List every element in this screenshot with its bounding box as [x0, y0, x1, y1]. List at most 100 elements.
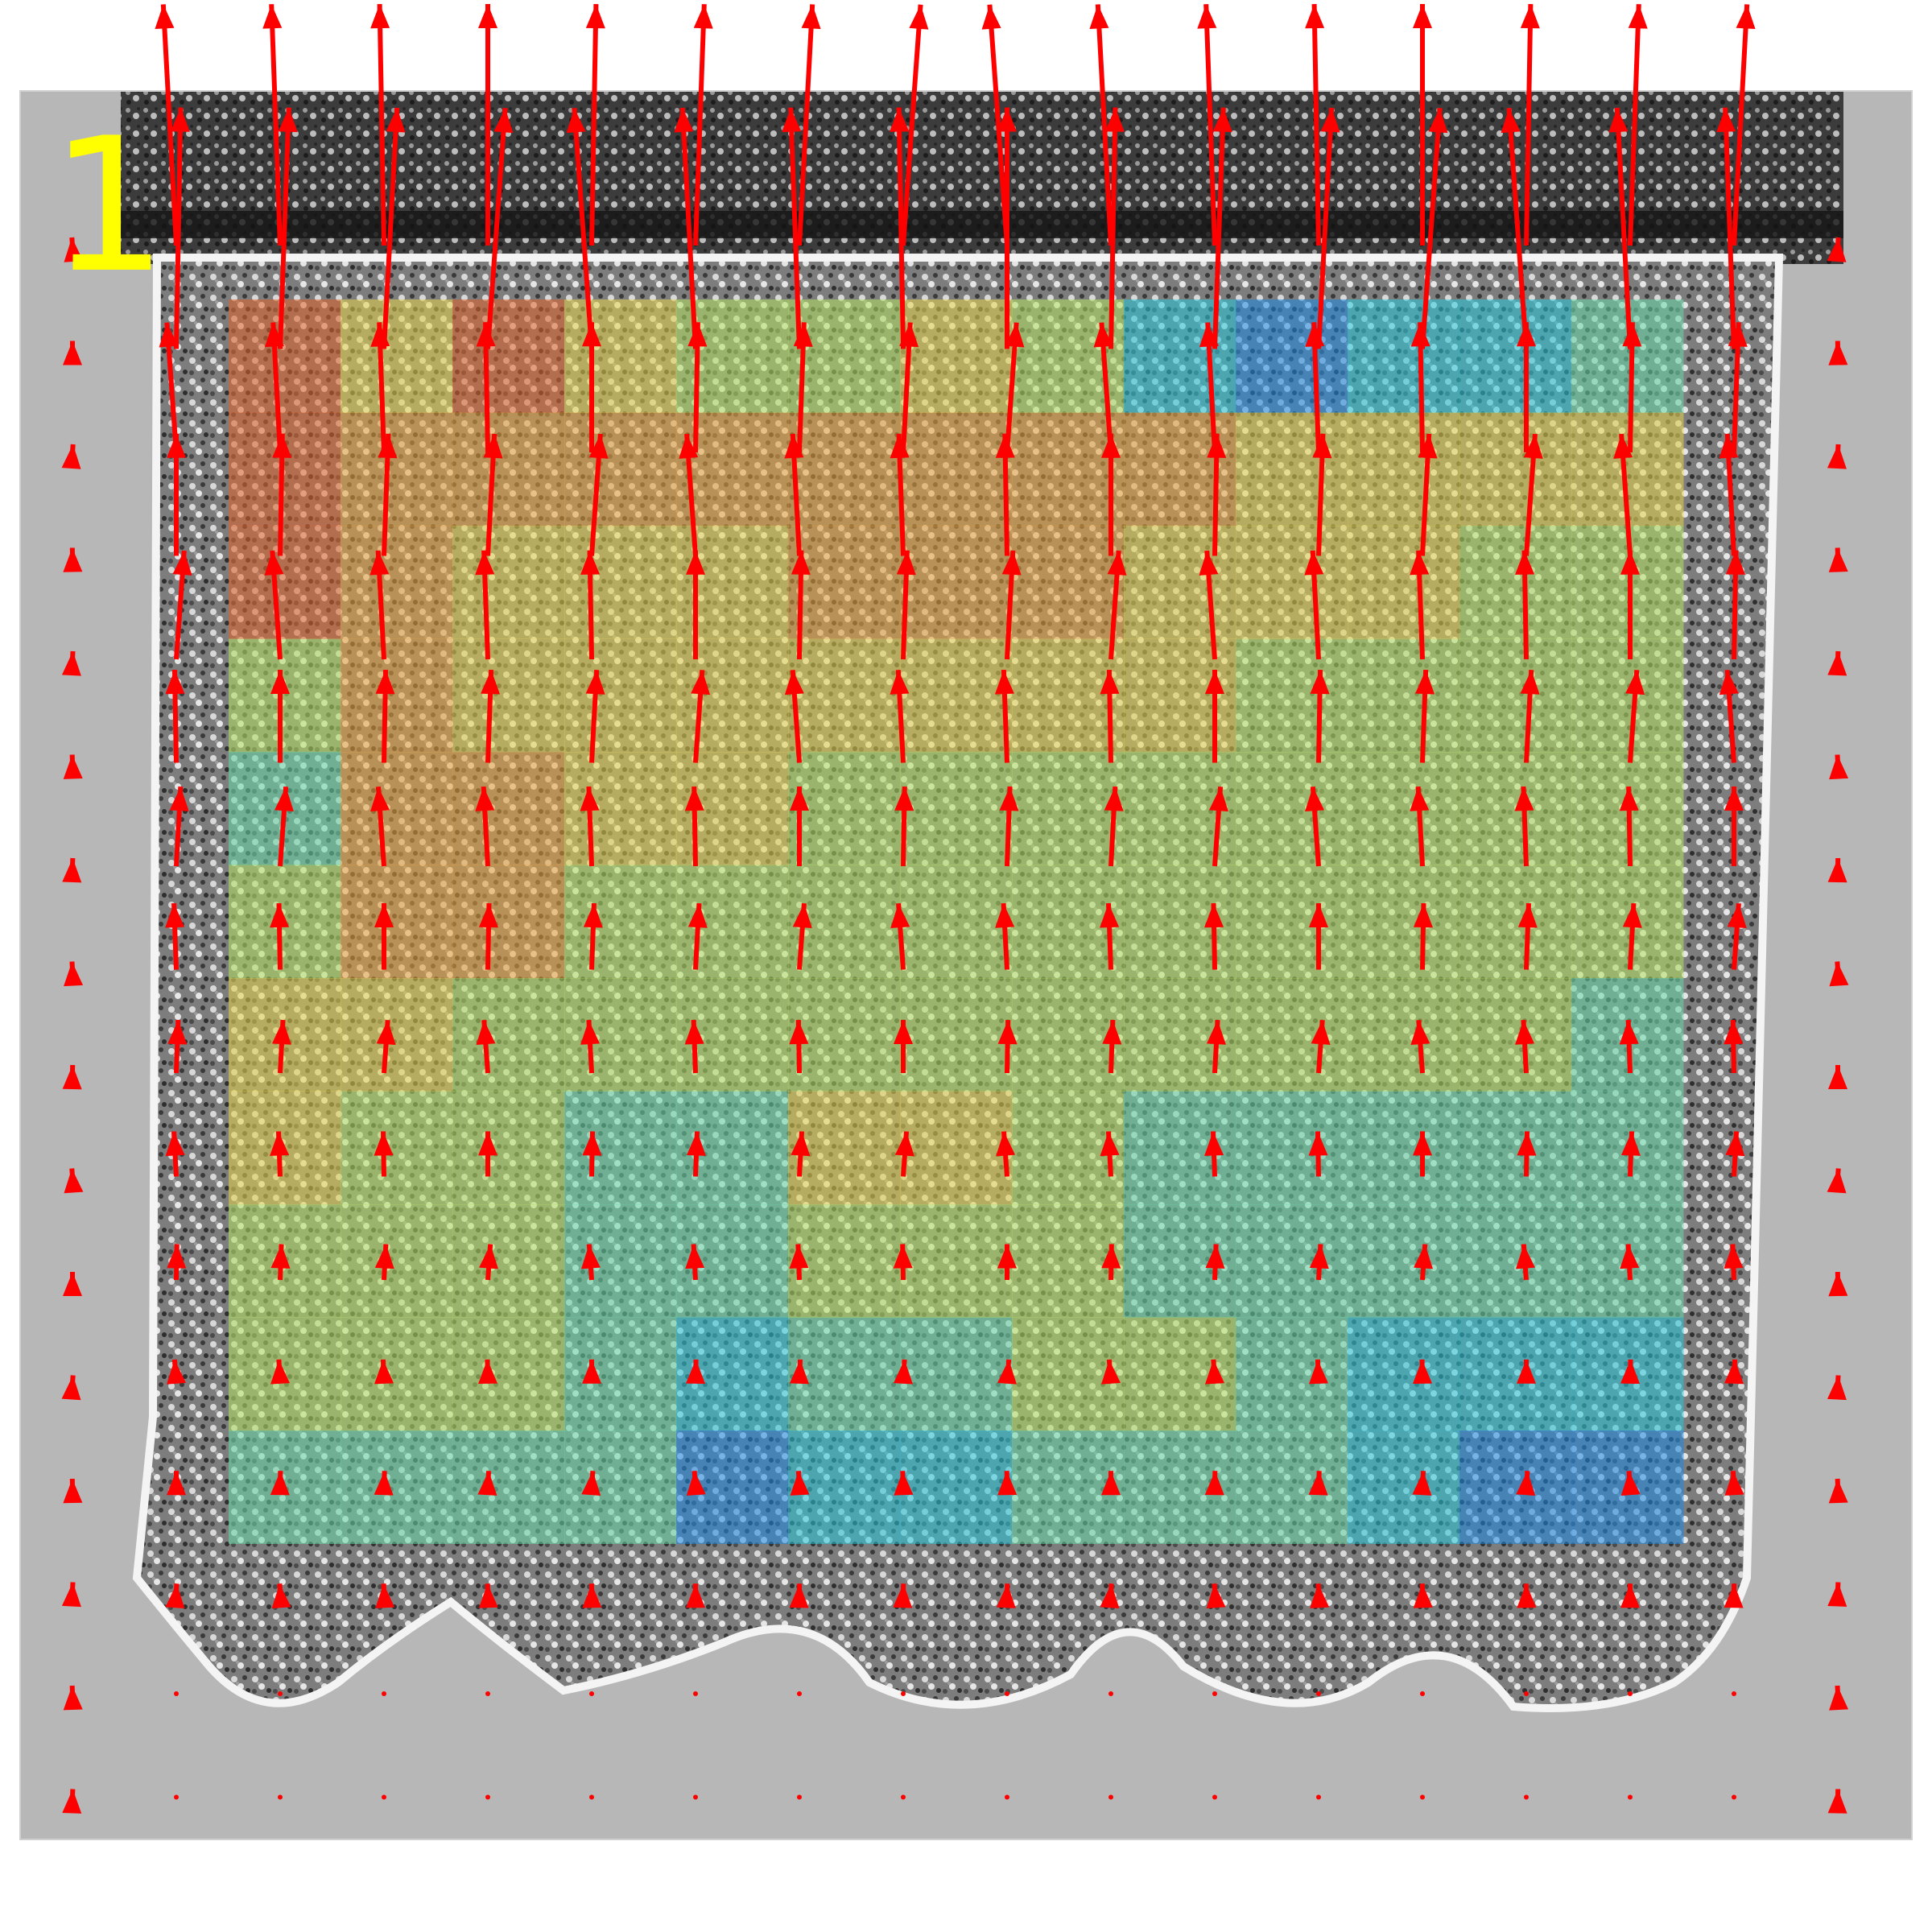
vector-arrow — [1725, 1131, 1745, 1177]
heatmap-cell — [341, 978, 453, 1092]
vector-arrow — [274, 786, 294, 867]
vector-arrow — [691, 670, 711, 763]
vector-arrow — [1305, 786, 1325, 867]
heatmap-cell — [341, 526, 453, 639]
vector-arrow — [1309, 1244, 1329, 1281]
heatmap-cell — [900, 638, 1013, 753]
heatmap-cell — [1348, 1317, 1460, 1431]
vector-arrow — [994, 669, 1014, 763]
vector-arrow — [1628, 1691, 1633, 1696]
heatmap-cell — [341, 299, 453, 413]
vector-arrow — [1517, 1131, 1537, 1177]
vector-arrow — [784, 670, 804, 763]
vector-arrow — [165, 669, 185, 763]
heatmap-cell — [452, 638, 565, 753]
heatmap-cell — [229, 299, 341, 413]
vector-arrow — [1197, 4, 1217, 246]
vector-arrow — [1524, 1794, 1529, 1800]
vector-arrow — [478, 1583, 498, 1608]
vector-arrow — [797, 1794, 802, 1800]
vector-arrow — [382, 107, 406, 349]
heatmap-cell — [1012, 526, 1125, 639]
vector-arrow — [378, 433, 398, 556]
vector-arrow — [375, 1583, 395, 1608]
vector-arrow — [1620, 550, 1640, 659]
vector-arrow — [686, 1131, 706, 1177]
vector-arrow — [686, 1471, 706, 1496]
heatmap-cell — [1236, 1091, 1348, 1205]
heatmap-cell — [1459, 865, 1572, 979]
vector-arrow — [63, 1272, 82, 1296]
heatmap-cell — [1348, 1430, 1460, 1544]
vector-arrow — [1517, 322, 1536, 452]
vector-arrow — [369, 550, 390, 660]
vector-arrow — [901, 4, 929, 246]
vector-arrow — [1204, 902, 1224, 970]
vector-arrow — [894, 1471, 914, 1496]
vector-arrow — [1305, 322, 1325, 453]
vector-arrow — [1207, 433, 1227, 556]
heatmap-cell — [1348, 299, 1460, 413]
vector-arrow — [999, 786, 1019, 867]
vector-arrow — [167, 1359, 186, 1385]
vector-arrow — [1517, 902, 1538, 970]
heatmap-cell — [900, 299, 1013, 413]
heatmap-cell — [1236, 1430, 1348, 1544]
heatmap-cell — [1236, 638, 1348, 753]
vector-arrow — [1828, 1271, 1848, 1297]
vector-arrow — [475, 550, 495, 660]
vector-arrow — [270, 902, 290, 970]
vector-arrow — [1101, 1359, 1121, 1385]
vector-arrow — [1608, 107, 1633, 349]
vector-arrow — [583, 902, 603, 970]
vector-arrow — [790, 786, 809, 866]
heatmap-cell — [1236, 865, 1348, 979]
vector-arrow — [1517, 1359, 1536, 1384]
vector-arrow — [1304, 550, 1324, 660]
heatmap-cell — [900, 1091, 1013, 1205]
vector-arrow — [1410, 322, 1430, 453]
vector-arrow — [693, 4, 713, 246]
heatmap-cell — [1348, 638, 1460, 753]
vector-arrow — [64, 237, 84, 262]
heatmap-cell — [564, 1430, 677, 1544]
vector-arrow — [1311, 1019, 1331, 1074]
vector-arrow — [63, 1685, 83, 1711]
vector-arrow — [476, 322, 496, 453]
vector-arrow — [165, 1583, 185, 1609]
vector-arrow — [62, 1064, 82, 1090]
heatmap-cell — [1236, 752, 1348, 865]
vector-arrow — [1410, 786, 1430, 867]
vector-arrow — [374, 1131, 394, 1177]
vector-arrow — [1732, 4, 1756, 246]
vector-arrow — [1418, 433, 1438, 556]
heatmap-cell — [1348, 526, 1460, 639]
heatmap-cell — [229, 526, 341, 639]
vector-arrow — [981, 4, 1009, 246]
heatmap-cell — [341, 1430, 453, 1544]
vector-arrow — [1420, 108, 1448, 349]
vector-arrow — [1308, 1471, 1328, 1496]
vector-arrow — [374, 1471, 394, 1496]
vector-arrow — [789, 1359, 809, 1385]
heatmap-cell — [1012, 638, 1125, 753]
vector-arrow — [1412, 1471, 1432, 1496]
heatmap-cell — [1236, 1317, 1348, 1431]
vector-arrow — [1205, 1359, 1224, 1385]
vector-arrow — [580, 786, 600, 867]
vector-arrow — [1108, 1794, 1113, 1800]
vector-arrow — [278, 107, 298, 349]
heatmap-cell — [1236, 526, 1348, 639]
vector-arrow — [784, 433, 804, 556]
vector-arrow — [693, 1691, 698, 1696]
vector-arrow — [894, 1020, 913, 1073]
vector-arrow — [1619, 786, 1639, 867]
vector-arrow — [893, 1583, 913, 1608]
vector-arrow — [1827, 650, 1847, 676]
vector-arrow — [370, 3, 390, 246]
vector-arrow — [374, 1359, 394, 1385]
vector-arrow — [1100, 669, 1120, 763]
vector-arrow — [374, 1244, 394, 1281]
vector-arrow — [483, 433, 503, 556]
